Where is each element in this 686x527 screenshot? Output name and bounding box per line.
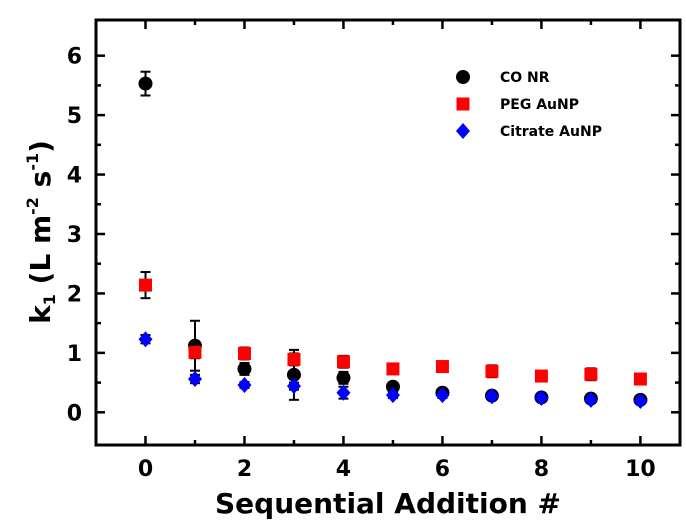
x-tick-label: 8 — [534, 457, 549, 482]
legend-label: CO NR — [500, 70, 550, 86]
data-point-citrate-aunp — [187, 371, 202, 388]
data-point-co-nr — [237, 361, 252, 376]
data-point-citrate-aunp — [435, 387, 450, 404]
y-tick-label: 0 — [67, 401, 82, 426]
data-point-peg-aunp — [188, 345, 202, 359]
data-point-peg-aunp — [435, 360, 449, 374]
legend-item: CO NR — [456, 70, 550, 86]
legend-marker — [456, 97, 470, 111]
series-peg-aunp — [138, 271, 647, 386]
data-series — [138, 70, 648, 410]
x-axis-title: Sequential Addition # — [215, 487, 561, 520]
series-co-nr — [138, 70, 648, 407]
legend-marker — [456, 70, 470, 84]
axis-tick-labels: 0 2 4 6 8 10 0 1 2 3 4 5 6 — [67, 45, 656, 482]
data-point-citrate-aunp — [583, 391, 598, 408]
data-point-citrate-aunp — [385, 387, 400, 404]
x-tick-label: 2 — [237, 457, 252, 482]
y-axis-title-main: k — [24, 304, 57, 324]
x-tick-label: 0 — [138, 457, 153, 482]
data-point-peg-aunp — [336, 355, 350, 369]
data-point-citrate-aunp — [534, 390, 549, 407]
y-tick-label: 2 — [67, 282, 82, 307]
x-tick-label: 10 — [625, 457, 656, 482]
data-point-peg-aunp — [386, 362, 400, 376]
data-point-peg-aunp — [237, 346, 251, 360]
legend-marker — [456, 123, 470, 139]
y-axis-title: k1 (L m-2 s-1) — [23, 140, 59, 324]
data-point-peg-aunp — [534, 369, 548, 383]
data-point-peg-aunp — [287, 352, 301, 366]
y-axis-title-unit-c: ) — [24, 140, 57, 153]
data-point-citrate-aunp — [286, 378, 301, 395]
legend-item: PEG AuNP — [456, 97, 579, 113]
axis-ticks — [96, 20, 680, 445]
y-tick-label: 5 — [67, 104, 82, 129]
data-point-citrate-aunp — [237, 376, 252, 393]
data-point-citrate-aunp — [138, 331, 153, 348]
y-tick-label: 3 — [67, 223, 82, 248]
y-axis-title-unit-b: s — [24, 171, 57, 197]
data-point-co-nr — [385, 379, 400, 394]
data-point-citrate-aunp — [484, 388, 499, 405]
data-point-co-nr — [138, 76, 153, 91]
data-point-citrate-aunp — [633, 393, 648, 410]
y-tick-label: 4 — [67, 164, 82, 189]
data-point-peg-aunp — [138, 278, 152, 292]
legend-label: Citrate AuNP — [500, 124, 602, 140]
x-tick-label: 6 — [435, 457, 450, 482]
legend: CO NR PEG AuNP Citrate AuNP — [456, 70, 602, 140]
data-point-co-nr — [286, 367, 301, 382]
y-axis-title-subscript: 1 — [40, 294, 59, 305]
data-point-co-nr — [336, 370, 351, 385]
y-axis-title-superscript-a: -2 — [23, 197, 42, 215]
y-axis-title-unit-a: (L m — [24, 215, 57, 294]
plot-frame — [94, 18, 682, 447]
data-point-peg-aunp — [485, 364, 499, 378]
y-axis-title-superscript-b: -1 — [23, 153, 42, 171]
series-citrate-aunp — [138, 331, 648, 410]
legend-item: Citrate AuNP — [456, 123, 602, 140]
data-point-citrate-aunp — [336, 384, 351, 401]
data-point-peg-aunp — [633, 372, 647, 386]
legend-label: PEG AuNP — [500, 97, 579, 113]
y-tick-label: 1 — [67, 342, 82, 367]
data-point-peg-aunp — [584, 367, 598, 381]
y-tick-label: 6 — [67, 45, 82, 70]
x-tick-label: 4 — [336, 457, 351, 482]
